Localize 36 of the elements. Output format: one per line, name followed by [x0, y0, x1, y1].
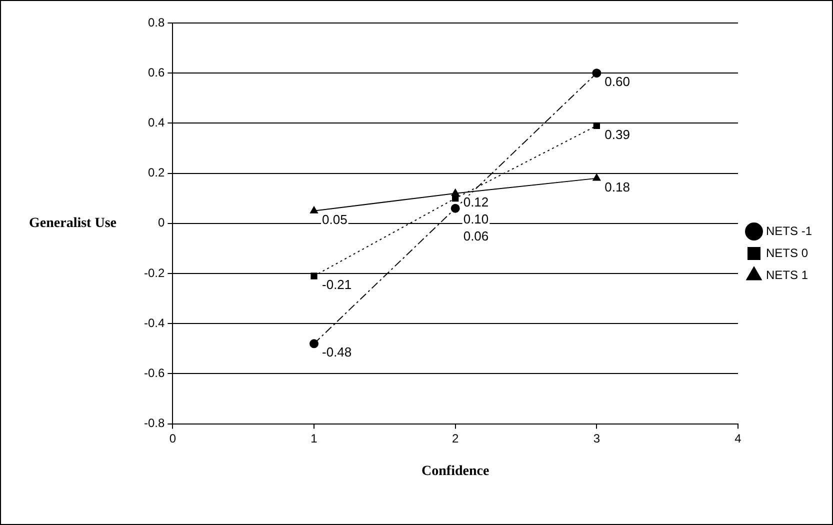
x-tick-label: 4 — [734, 431, 742, 446]
x-tick-label: 2 — [452, 431, 459, 446]
x-tick-label: 1 — [310, 431, 318, 446]
legend-label: NETS -1 — [766, 224, 812, 238]
y-tick-label: -0.8 — [144, 416, 165, 430]
data-label: 0.39 — [604, 126, 630, 142]
x-axis-title: Confidence — [422, 464, 490, 480]
point — [450, 204, 460, 213]
data-label: -0.48 — [322, 344, 352, 360]
data-label: 0.06 — [463, 228, 489, 244]
y-axis-title: Generalist Use — [29, 216, 116, 232]
y-tick-label: -0.4 — [144, 316, 165, 330]
x-tick-label: 0 — [169, 431, 176, 446]
data-label: 0.10 — [463, 211, 489, 226]
point — [592, 68, 602, 78]
data-label: 0.12 — [463, 194, 489, 210]
y-tick-label: -0.6 — [144, 366, 165, 380]
data-label: 0.18 — [604, 179, 630, 194]
x-tick-label: 3 — [593, 431, 600, 446]
point — [310, 272, 318, 280]
legend-label: NETS 0 — [766, 246, 808, 260]
y-tick-label: 0.8 — [148, 15, 165, 30]
point — [310, 339, 319, 348]
point — [593, 122, 600, 130]
y-tick-label: 0.2 — [148, 166, 165, 180]
legend-label: NETS 1 — [766, 268, 808, 282]
data-label: 0.05 — [322, 212, 348, 227]
data-label: -0.21 — [322, 277, 352, 292]
point — [310, 206, 318, 214]
y-tick-label: -0.2 — [144, 266, 165, 280]
point — [452, 195, 459, 202]
point — [592, 174, 601, 181]
data-label: 0.60 — [604, 74, 630, 90]
y-tick-label: 0 — [158, 216, 165, 230]
y-tick-label: 0.6 — [148, 65, 165, 80]
y-tick-label: 0.4 — [148, 116, 165, 130]
